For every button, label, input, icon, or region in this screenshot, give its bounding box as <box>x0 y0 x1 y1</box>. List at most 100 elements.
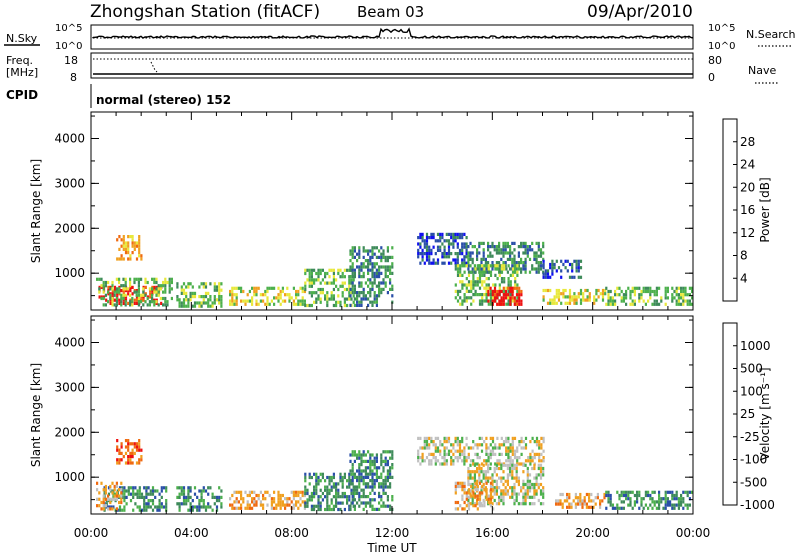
heatmap-cell <box>498 476 501 480</box>
heatmap-cell <box>675 493 678 498</box>
heatmap-cell <box>335 482 338 486</box>
heatmap-cell <box>330 507 333 512</box>
heatmap-cell <box>202 282 205 286</box>
heatmap-cell <box>504 293 508 297</box>
heatmap-cell <box>680 293 683 297</box>
heatmap-cell <box>664 289 667 294</box>
heatmap-cell <box>542 272 545 276</box>
heatmap-cell <box>113 290 116 294</box>
heatmap-cell <box>373 456 376 460</box>
heatmap-cell <box>346 501 349 505</box>
heatmap-cell <box>526 473 529 477</box>
heatmap-cell <box>328 475 331 480</box>
heatmap-cell <box>98 491 101 495</box>
heatmap-cell <box>304 501 307 505</box>
heatmap-cell <box>107 494 110 498</box>
heatmap-cell <box>131 285 134 289</box>
heatmap-cell <box>386 472 389 476</box>
heatmap-cell <box>542 266 545 270</box>
heatmap-cell <box>505 459 508 463</box>
heatmap-cell <box>133 277 136 281</box>
heatmap-cell <box>168 290 171 294</box>
heatmap-cell <box>590 505 593 509</box>
heatmap-cell <box>471 498 474 503</box>
heatmap-cell <box>686 493 689 498</box>
heatmap-cell <box>542 466 545 471</box>
heatmap-cell <box>337 507 340 512</box>
heatmap-cell <box>476 462 479 466</box>
heatmap-cell <box>476 251 479 255</box>
heatmap-cell <box>358 284 361 288</box>
heatmap-cell <box>182 301 186 305</box>
heatmap-cell <box>375 271 378 275</box>
heatmap-cell <box>337 287 340 292</box>
heatmap-cell <box>358 291 361 295</box>
cpid-label: CPID <box>6 88 38 102</box>
heatmap-cell <box>384 450 387 454</box>
heatmap-cell <box>135 448 139 452</box>
heatmap-cell <box>640 500 643 504</box>
heatmap-cell <box>142 287 145 291</box>
heatmap-cell <box>461 497 464 501</box>
heatmap-cell <box>277 500 280 504</box>
heatmap-cell <box>156 505 159 509</box>
heatmap-cell <box>459 273 462 277</box>
heatmap-cell <box>138 489 141 493</box>
heatmap-cell <box>507 459 510 463</box>
heatmap-cell <box>439 248 442 252</box>
heatmap-cell <box>335 498 338 502</box>
heatmap-cell <box>373 463 376 467</box>
heatmap-cell <box>671 493 674 498</box>
heatmap-cell <box>253 293 256 297</box>
heatmap-cell <box>364 495 367 499</box>
heatmap-cell <box>436 245 440 249</box>
figure-title: Zhongshan Station (fitACF) <box>90 2 320 22</box>
heatmap-cell <box>115 497 118 501</box>
heatmap-cell <box>319 507 322 512</box>
heatmap-cell <box>439 443 442 447</box>
heatmap-cell <box>546 275 550 279</box>
heatmap-cell <box>200 495 203 499</box>
heatmap-cell <box>349 469 352 473</box>
heatmap-cell <box>520 257 523 261</box>
heatmap-cell <box>573 298 576 302</box>
heatmap-cell <box>246 293 249 297</box>
heatmap-cell <box>310 491 313 496</box>
heatmap-cell <box>447 242 451 246</box>
heatmap-cell <box>246 299 249 303</box>
heatmap-cell <box>537 463 540 467</box>
heatmap-cell <box>664 503 667 507</box>
heatmap-cell <box>391 466 394 470</box>
heatmap-cell <box>391 287 394 291</box>
heatmap-cell <box>456 255 459 259</box>
heatmap-cell <box>684 293 687 297</box>
freq-unit: [MHz] <box>6 66 38 79</box>
heatmap-cell <box>129 280 132 285</box>
heatmap-cell <box>358 281 361 285</box>
heatmap-cell <box>553 266 556 270</box>
heatmap-cell <box>362 291 365 295</box>
heatmap-cell <box>140 300 143 304</box>
heatmap-cell <box>129 300 132 304</box>
heatmap-cell <box>500 498 503 503</box>
heatmap-cell <box>251 506 254 510</box>
heatmap-cell <box>373 498 376 502</box>
heatmap-cell <box>522 261 525 265</box>
heatmap-cell <box>491 289 494 294</box>
heatmap-cell <box>511 463 514 467</box>
heatmap-cell <box>566 295 569 299</box>
heatmap-cell <box>443 452 446 456</box>
heatmap-cell <box>380 255 383 259</box>
heatmap-cell <box>187 499 190 503</box>
heatmap-cell <box>688 286 691 290</box>
heatmap-cell <box>461 302 464 306</box>
heatmap-cell <box>386 255 389 259</box>
heatmap-cell <box>321 287 324 292</box>
heatmap-cell <box>482 257 485 261</box>
heatmap-cell <box>389 287 392 291</box>
heatmap-cell <box>487 264 490 268</box>
heatmap-cell <box>485 449 488 453</box>
heatmap-cell <box>686 302 689 306</box>
heatmap-cell <box>170 280 173 285</box>
heatmap-cell <box>500 296 503 300</box>
